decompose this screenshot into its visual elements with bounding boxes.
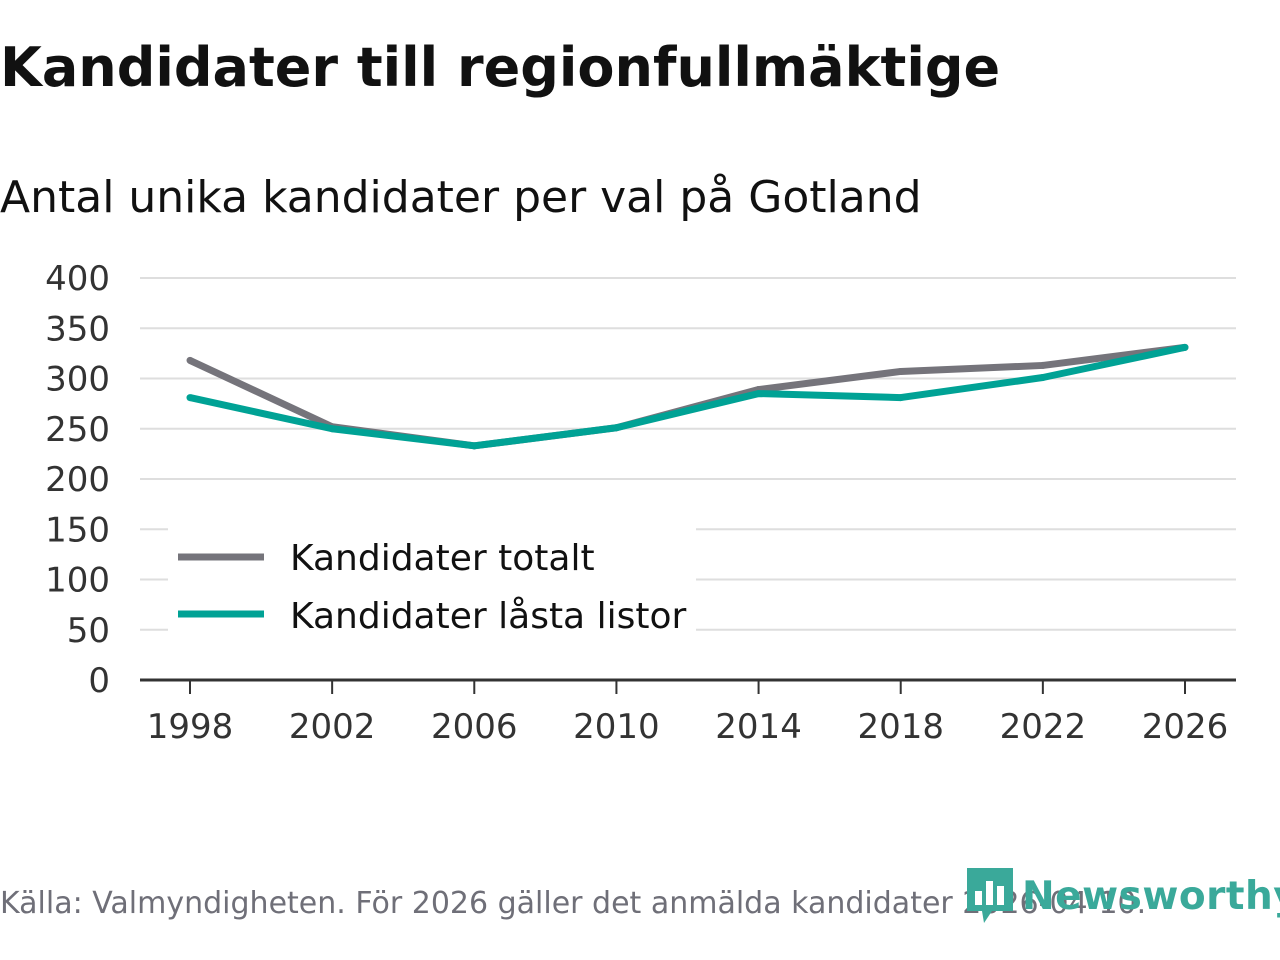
y-tick-label: 250 xyxy=(45,410,110,450)
data-point xyxy=(186,394,194,402)
series-lines xyxy=(186,343,1189,450)
data-point xyxy=(897,367,905,375)
y-tick-label: 400 xyxy=(45,259,110,299)
y-tick-label: 150 xyxy=(45,510,110,550)
y-tick-label: 100 xyxy=(45,561,110,601)
x-tick-label: 2002 xyxy=(289,707,376,747)
data-point xyxy=(755,390,763,398)
x-axis: 1998 2002 2006 2010 2014 2018 2022 2026 xyxy=(140,678,1236,747)
x-tick-label: 2006 xyxy=(431,707,518,747)
y-axis-ticks: 0 50 100 150 200 250 300 350 400 xyxy=(45,259,110,701)
legend-label-totalt: Kandidater totalt xyxy=(290,538,595,579)
data-point xyxy=(1181,343,1189,351)
x-tick-label: 2010 xyxy=(573,707,660,747)
source-note: Källa: Valmyndigheten. För 2026 gäller d… xyxy=(0,886,1147,921)
y-tick-label: 350 xyxy=(45,309,110,349)
x-tick-label: 1998 xyxy=(147,707,234,747)
brand-logo: Newsworthy xyxy=(964,864,1280,928)
bar-chart-speech-bubble-icon xyxy=(967,868,1013,923)
data-point xyxy=(186,356,194,364)
data-point xyxy=(328,425,336,433)
chart-title: Kandidater till regionfullmäktige xyxy=(0,36,1001,99)
legend-label-lasta: Kandidater låsta listor xyxy=(290,596,686,637)
legend: Kandidater totalt Kandidater låsta listo… xyxy=(168,528,696,637)
data-point xyxy=(897,394,905,402)
series-line-kandidater-lasta-listor xyxy=(189,343,1186,450)
y-tick-label: 300 xyxy=(45,360,110,400)
data-point xyxy=(612,424,620,432)
y-tick-label: 200 xyxy=(45,460,110,500)
data-point xyxy=(1039,361,1047,369)
x-tick-label: 2022 xyxy=(1000,707,1087,747)
x-tick-label: 2026 xyxy=(1142,707,1229,747)
x-tick-label: 2018 xyxy=(857,707,944,747)
data-point xyxy=(1039,373,1047,381)
y-tick-label: 0 xyxy=(88,661,110,701)
chart-subtitle: Antal unika kandidater per val på Gotlan… xyxy=(0,172,922,223)
x-tick-label: 2014 xyxy=(715,707,802,747)
brand-name: Newsworthy xyxy=(1022,873,1280,919)
y-tick-label: 50 xyxy=(67,611,110,651)
data-point xyxy=(470,442,478,450)
